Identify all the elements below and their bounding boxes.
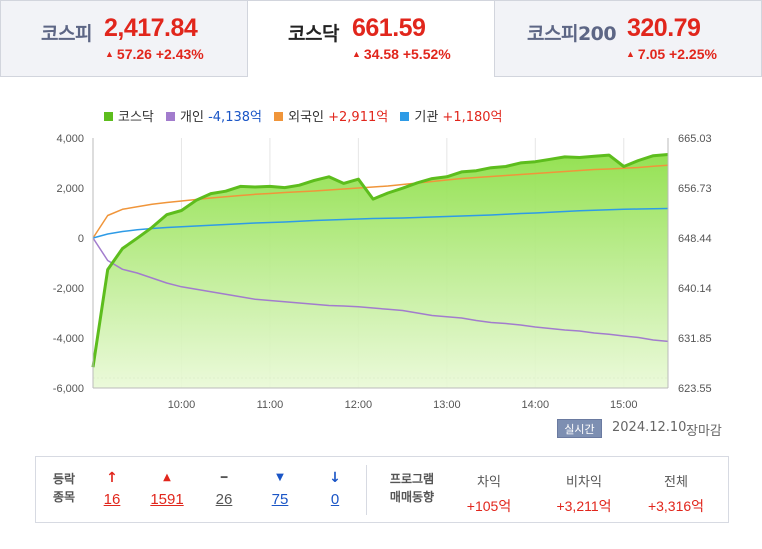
flat-stat[interactable]: ━ 26 — [204, 469, 244, 508]
left-tick-label: 2,000 — [56, 183, 84, 195]
tab-kosdaq-value: 661.59 — [352, 14, 426, 42]
chart-date: 2024.12.10 — [612, 420, 687, 435]
tab-kospi200-name: 코스피200 — [527, 23, 617, 45]
tab-kospi200-value: 320.79 — [627, 14, 701, 42]
legend-swatch — [274, 112, 284, 121]
market-closed-label: 장마감 — [686, 424, 722, 439]
x-tick-label: 14:00 — [522, 399, 550, 411]
chart-legend: 코스닥 개인 -4,138억 외국인 +2,911억 기관 +1,180억 — [104, 106, 511, 125]
right-tick-label: 640.14 — [678, 283, 712, 295]
tab-kospi-change: ▲ 57.26 +2.43% — [105, 46, 204, 62]
left-tick-label: -6,000 — [53, 383, 84, 395]
breadth-label: 등락 종목 — [52, 472, 76, 504]
nonarbitrage-label: 비차익 — [566, 475, 602, 490]
left-tick-label: -2,000 — [53, 283, 84, 295]
arbitrage-label: 차익 — [477, 475, 501, 490]
legend-foreign: 외국인 +2,911억 — [274, 106, 388, 125]
index-tabs: 코스피 2,417.84 ▲ 57.26 +2.43% 코스닥 661.59 ▲ 3… — [0, 0, 762, 77]
total-label: 전체 — [664, 475, 688, 490]
legend-swatch — [400, 112, 410, 121]
flat-count[interactable]: 26 — [215, 491, 233, 508]
tab-kosdaq-change: ▲ 34.58 +5.52% — [352, 46, 451, 62]
arbitrage-value: +105억 — [466, 498, 512, 514]
up-triangle-icon: ▲ — [163, 472, 171, 483]
up-triangle-icon: ▲ — [626, 49, 635, 59]
program-total: 전체 +3,316억 — [636, 471, 716, 516]
up-count[interactable]: 1591 — [150, 491, 184, 508]
up-triangle-icon: ▲ — [352, 49, 361, 59]
tab-kospi-value: 2,417.84 — [104, 14, 198, 42]
lower-limit-stat[interactable]: ↓ 0 — [320, 469, 350, 508]
up-triangle-icon: ▲ — [105, 49, 114, 59]
x-tick-label: 13:00 — [433, 399, 461, 411]
down-triangle-icon: ▼ — [276, 472, 284, 483]
x-tick-label: 11:00 — [257, 399, 284, 411]
tab-kospi-name: 코스피 — [41, 23, 92, 45]
upper-limit-stat[interactable]: ↑ 16 — [94, 469, 130, 508]
right-tick-label: 648.44 — [678, 233, 712, 245]
lower-limit-arrow-icon: ↓ — [329, 470, 341, 486]
legend-individual: 개인 -4,138억 — [166, 106, 262, 125]
program-arbitrage: 차익 +105억 — [454, 471, 524, 516]
tab-kosdaq[interactable]: 코스닥 661.59 ▲ 34.58 +5.52% — [247, 0, 495, 77]
legend-swatch — [104, 112, 113, 121]
down-stat[interactable]: ▼ 75 — [260, 469, 300, 508]
institution-line — [92, 207, 669, 239]
x-tick-label: 15:00 — [610, 399, 638, 411]
program-nonarbitrage: 비차익 +3,211억 — [544, 471, 624, 516]
left-tick-label: 4,000 — [56, 133, 84, 145]
stats-divider — [366, 465, 367, 515]
upper-limit-count[interactable]: 16 — [103, 491, 121, 508]
right-tick-label: 623.55 — [678, 383, 712, 395]
tab-kospi[interactable]: 코스피 2,417.84 ▲ 57.26 +2.43% — [0, 0, 248, 77]
total-value: +3,316억 — [647, 498, 705, 514]
right-tick-label: 665.03 — [678, 133, 712, 145]
right-tick-label: 631.85 — [678, 333, 712, 345]
legend-kosdaq: 코스닥 — [104, 106, 154, 125]
tab-kosdaq-name: 코스닥 — [288, 23, 339, 45]
legend-institution: 기관 +1,180억 — [400, 106, 503, 125]
individual-line — [92, 237, 669, 343]
left-tick-label: -4,000 — [53, 333, 84, 345]
nonarbitrage-value: +3,211억 — [556, 498, 612, 514]
program-label: 프로그램 매매동향 — [389, 472, 435, 504]
upper-limit-arrow-icon: ↑ — [106, 470, 118, 486]
down-count[interactable]: 75 — [271, 491, 289, 508]
tab-kospi200[interactable]: 코스피200 320.79 ▲ 7.05 +2.25% — [494, 0, 762, 77]
market-stats-panel: 등락 종목 ↑ 16 ▲ 1591 ━ 26 ▼ 75 ↓ 0 프로그램 매매동향 … — [35, 456, 729, 523]
right-tick-label: 656.73 — [678, 183, 712, 195]
legend-swatch — [166, 112, 176, 121]
x-tick-label: 12:00 — [345, 399, 373, 411]
left-tick-label: 0 — [78, 233, 84, 245]
kosdaq-line — [91, 153, 669, 368]
foreign-line — [92, 164, 669, 239]
flat-dash-icon: ━ — [220, 471, 228, 484]
realtime-badge[interactable]: 실시간 — [557, 419, 602, 438]
x-tick-label: 10:00 — [168, 399, 196, 411]
lower-limit-count[interactable]: 0 — [330, 491, 340, 508]
up-stat[interactable]: ▲ 1591 — [142, 469, 192, 508]
tab-kospi200-change: ▲ 7.05 +2.25% — [626, 46, 717, 62]
